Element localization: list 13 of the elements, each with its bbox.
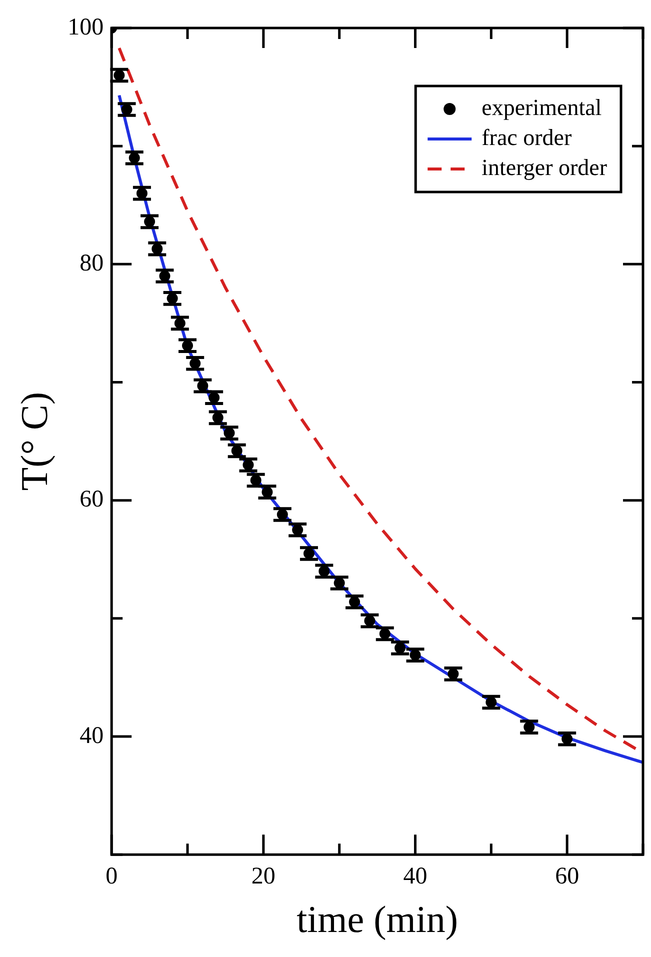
- y-axis-title: T(° C): [14, 392, 56, 491]
- x-tick-label: 40: [403, 863, 428, 890]
- y-tick-label: 40: [80, 722, 104, 749]
- legend-label: frac order: [482, 125, 572, 150]
- x-tick-label: 0: [106, 863, 118, 890]
- y-tick-label: 60: [80, 486, 104, 513]
- legend-label: experimental: [482, 95, 602, 120]
- x-tick-label: 20: [251, 863, 276, 890]
- x-axis-title: time (min): [296, 899, 458, 942]
- y-tick-label: 100: [68, 14, 104, 40]
- legend-label: interger order: [482, 155, 608, 180]
- x-tick-label: 60: [555, 863, 580, 890]
- y-tick-label: 80: [80, 250, 104, 276]
